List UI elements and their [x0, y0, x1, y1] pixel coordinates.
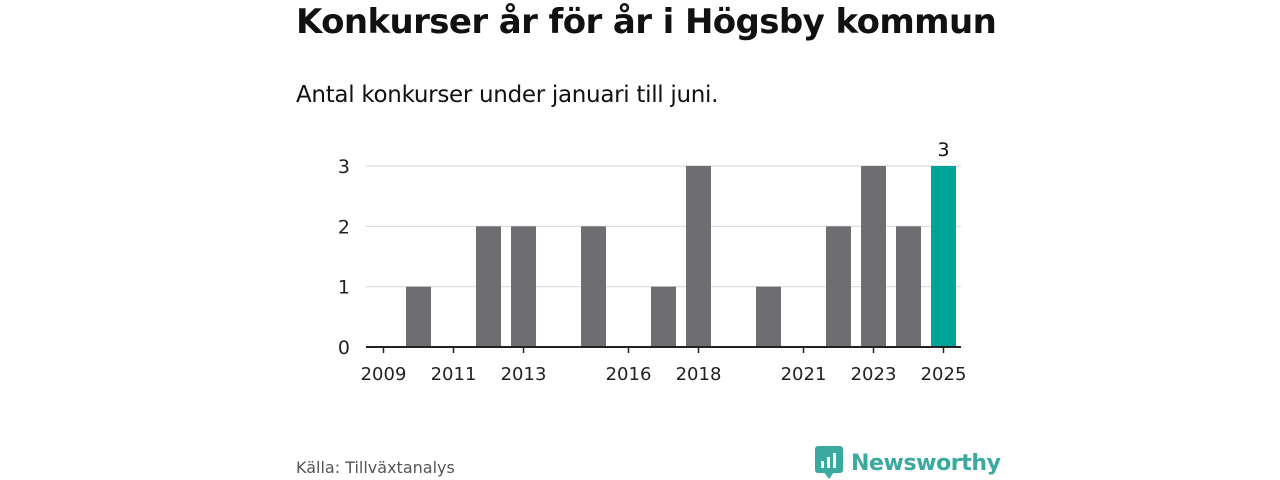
bar-2025: [931, 166, 956, 347]
bars: [406, 166, 956, 347]
x-tick-label-2013: 2013: [501, 364, 547, 385]
bar-2010: [406, 286, 431, 347]
x-tick-label-2009: 2009: [361, 364, 407, 385]
bar-2012: [476, 226, 501, 347]
data-label-2025: 3: [937, 139, 949, 161]
bar-2015: [581, 226, 606, 347]
y-tick-label: 1: [338, 277, 350, 299]
bar-chart: 0 1 2 3 3 2009 2011 2013 2016 2018 2021 2023 2025: [338, 139, 967, 385]
source-note: Källa: Tillväxtanalys: [296, 458, 455, 477]
chart-subtitle: Antal konkurser under januari till juni.: [296, 82, 719, 108]
x-tick-label-2023: 2023: [851, 364, 897, 385]
bar-2017: [651, 286, 676, 347]
x-tick-label-2011: 2011: [431, 364, 477, 385]
x-tick-label-2025: 2025: [921, 364, 967, 385]
x-tick-label-2016: 2016: [606, 364, 652, 385]
bar-2020: [756, 286, 781, 347]
bar-2023: [861, 166, 886, 347]
bar-2018: [686, 166, 711, 347]
y-tick-label: 2: [338, 216, 350, 238]
bar-2022: [826, 226, 851, 347]
y-tick-label: 0: [338, 337, 350, 359]
chart-title: Konkurser år för år i Högsby kommun: [296, 2, 997, 42]
x-tick-label-2018: 2018: [676, 364, 722, 385]
x-axis: 2009 2011 2013 2016 2018 2021 2023 2025: [361, 346, 967, 385]
newsworthy-logo-icon: [815, 446, 843, 479]
data-labels: 3: [937, 139, 949, 161]
y-axis-ticks: 0 1 2 3: [338, 156, 350, 359]
x-tick-label-2021: 2021: [781, 364, 827, 385]
bar-2013: [511, 226, 536, 347]
brand-name: Newsworthy: [851, 450, 1001, 476]
bar-2024: [896, 226, 921, 347]
y-tick-label: 3: [338, 156, 350, 178]
newsworthy-logo[interactable]: Newsworthy: [815, 446, 1001, 480]
